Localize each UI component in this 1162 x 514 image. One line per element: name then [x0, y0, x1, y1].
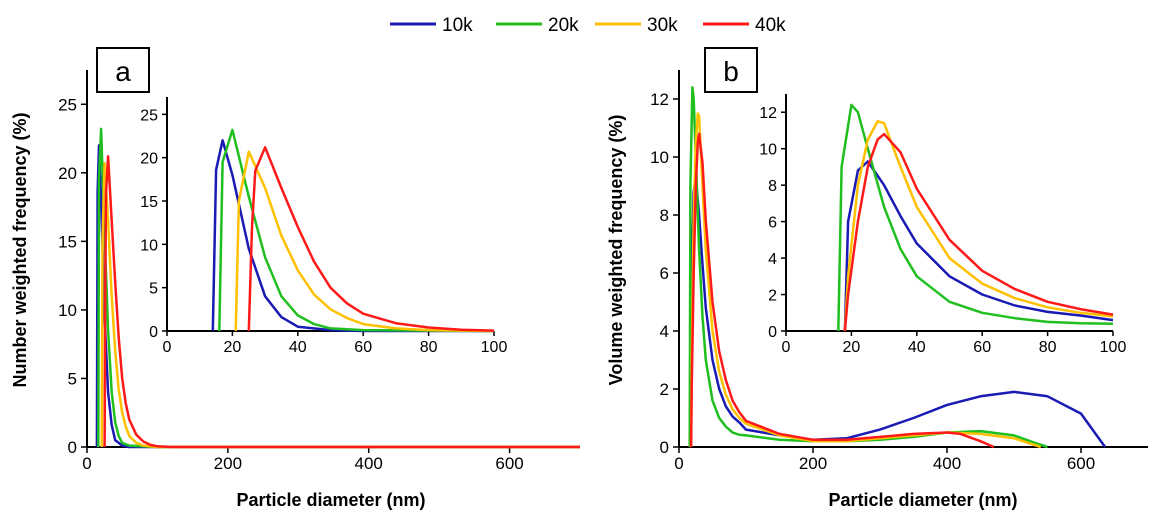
main-b-x-tick-label: 0 — [674, 454, 683, 473]
inset-a-x-tick-label: 0 — [163, 339, 172, 356]
inset-b-x-tick-label: 100 — [1100, 339, 1127, 356]
main-a-x-tick-label: 0 — [82, 454, 91, 473]
inset-b-y-tick-label: 2 — [768, 288, 777, 305]
inset-b-y-tick-label: 4 — [768, 251, 777, 268]
x-axis-title-b: Particle diameter (nm) — [828, 490, 1017, 510]
inset-b-x-tick-label: 60 — [973, 339, 991, 356]
main-b-x-tick-label: 200 — [799, 454, 827, 473]
legend-label-10k: 10k — [442, 15, 473, 36]
inset-a-y-tick-label: 20 — [140, 151, 158, 168]
inset-a-x-tick-label: 40 — [289, 339, 307, 356]
main-b-y-tick-label: 2 — [660, 380, 669, 399]
inset-plot-b: 0 20 40 60 80 100 0 2 4 6 8 10 12 — [759, 94, 1126, 356]
main-a-y-tick-label: 5 — [68, 369, 77, 388]
x-axis-title-a: Particle diameter (nm) — [236, 490, 425, 510]
inset-b-x-tick-label: 20 — [843, 339, 861, 356]
y-axis-title-b: Volume weighted frequency (%) — [606, 115, 626, 386]
inset-a-y-tick-label: 5 — [149, 281, 158, 298]
main-a-y-tick-label: 10 — [58, 301, 77, 320]
inset-b-background — [786, 94, 1113, 331]
inset-a-x-tick-label: 80 — [420, 339, 438, 356]
main-b-y-tick-label: 10 — [650, 148, 669, 167]
inset-b-x-tick-label: 0 — [782, 339, 791, 356]
legend-label-40k: 40k — [755, 15, 786, 36]
main-b-y-tick-label: 6 — [660, 264, 669, 283]
inset-b-y-tick-label: 12 — [759, 105, 777, 122]
inset-a-y-tick-label: 15 — [140, 194, 158, 211]
inset-b-y-tick-label: 6 — [768, 215, 777, 232]
main-a-y-tick-label: 0 — [68, 438, 77, 457]
main-a-y-tick-label: 25 — [58, 95, 77, 114]
main-a-y-tick-label: 20 — [58, 164, 77, 183]
inset-b-x-tick-label: 40 — [908, 339, 926, 356]
legend-label-20k: 20k — [548, 15, 579, 36]
inset-b-y-tick-label: 8 — [768, 178, 777, 195]
main-a-y-tick-label: 15 — [58, 232, 77, 251]
inset-b-y-tick-label: 10 — [759, 142, 777, 159]
inset-b-x-tick-label: 80 — [1039, 339, 1057, 356]
inset-b-y-tick-label: 0 — [768, 324, 777, 341]
legend: 10k 20k 30k 40k — [390, 15, 786, 36]
main-b-y-tick-label: 8 — [660, 206, 669, 225]
main-a-x-tick-label: 600 — [495, 454, 523, 473]
main-a-x-tick-label: 400 — [355, 454, 383, 473]
legend-label-30k: 30k — [647, 15, 678, 36]
panel-a-label: a — [115, 56, 131, 87]
inset-a-y-tick-label: 0 — [149, 324, 158, 341]
inset-a-x-tick-label: 60 — [354, 339, 372, 356]
inset-a-y-tick-label: 10 — [140, 237, 158, 254]
panel-a-label-box: a — [97, 48, 149, 92]
main-a-x-tick-label: 200 — [214, 454, 242, 473]
main-b-y-tick-label: 4 — [660, 322, 669, 341]
panel-b-label-box: b — [705, 48, 757, 92]
panel-b: b 0 200 400 600 0 2 4 6 8 10 12 0 20 40 60 80 100 0 2 4 6 8 1… — [606, 48, 1148, 510]
y-axis-title-a: Number weighted frequency (%) — [10, 112, 30, 387]
inset-a-y-tick-label: 25 — [140, 107, 158, 124]
inset-a-x-tick-label: 20 — [224, 339, 242, 356]
main-b-y-tick-label: 0 — [660, 438, 669, 457]
panel-b-label: b — [723, 56, 739, 87]
main-b-y-tick-label: 12 — [650, 90, 669, 109]
main-b-x-tick-label: 600 — [1067, 454, 1095, 473]
inset-plot-a: 0 20 40 60 80 100 0 5 10 15 20 25 — [140, 97, 507, 356]
main-b-x-tick-label: 400 — [933, 454, 961, 473]
panel-a: a 0 200 400 600 0 5 10 15 20 25 0 20 40 60 80 100 0 5 10 1… — [10, 48, 580, 510]
inset-a-x-tick-label: 100 — [481, 339, 508, 356]
